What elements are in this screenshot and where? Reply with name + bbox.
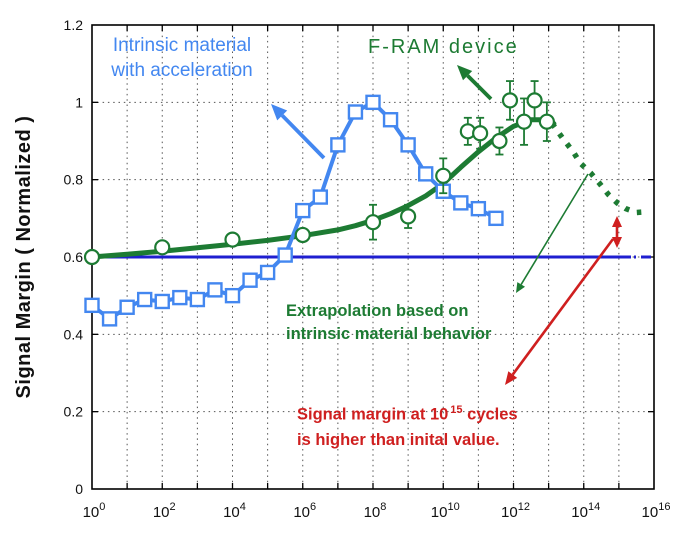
intrinsic-square-marker — [365, 94, 381, 111]
intrinsic-square-marker — [101, 311, 118, 327]
x-tick-label: 1016 — [642, 501, 671, 521]
intrinsic-label-arrow-shaft — [280, 114, 326, 160]
margin-gap-double-arrow-head — [612, 237, 622, 248]
signal-margin-note-line1: Signal margin at 10 15 cycles — [297, 404, 518, 424]
extrapolation-note-line2: intrinsic material behavior — [286, 325, 492, 343]
intrinsic-square-marker — [330, 137, 346, 153]
x-tick-label: 1010 — [431, 501, 460, 521]
y-tick-label: 0.2 — [64, 404, 84, 420]
extrapolation-pointer-arrow-head — [516, 282, 526, 293]
intrinsic-square-marker — [417, 166, 434, 182]
label-intrinsic-line1: Intrinsic material — [112, 35, 252, 56]
fram-circle-marker — [83, 248, 101, 266]
fram-circle-marker — [364, 214, 382, 231]
margin-gap-double-arrow-head — [612, 216, 622, 227]
intrinsic-square-marker — [382, 112, 399, 128]
intrinsic-square-marker — [488, 210, 504, 227]
extrapolation-note-line1: Extrapolation based on — [286, 302, 469, 320]
intrinsic-square-marker — [347, 104, 364, 120]
label-extrapolation-note: Extrapolation based on intrinsic materia… — [286, 300, 491, 346]
intrinsic-square-marker — [312, 189, 329, 205]
x-tick-label: 108 — [364, 501, 387, 521]
intrinsic-square-marker — [400, 137, 416, 153]
label-signal-margin-note: Signal margin at 10 15 cycles is higher t… — [297, 398, 518, 453]
signal-margin-note-line2: is higher than inital value. — [297, 430, 500, 449]
intrinsic-square-marker — [172, 289, 188, 306]
y-tick-label: 1.2 — [64, 17, 84, 33]
intrinsic-square-marker — [207, 282, 223, 298]
fram-circle-marker — [400, 208, 417, 225]
x-tick-label: 106 — [293, 501, 316, 521]
x-tick-label: 102 — [153, 501, 176, 521]
intrinsic-square-marker — [295, 202, 311, 219]
label-intrinsic-line2: with acceleration — [111, 60, 253, 81]
intrinsic-square-marker — [242, 272, 258, 288]
x-tick-label: 1012 — [501, 501, 530, 521]
signal-margin-pointer-arrow-shaft — [511, 238, 615, 376]
y-tick-label: 0 — [75, 481, 83, 497]
intrinsic-label-arrow-head — [271, 104, 288, 121]
intrinsic-square-marker — [84, 297, 100, 314]
intrinsic-square-marker — [277, 247, 293, 263]
fram-label-arrow-shaft — [466, 74, 493, 101]
label-fram-device: F-RAM device — [368, 36, 519, 58]
fram-circle-marker — [515, 113, 533, 130]
fram-circle-marker — [154, 239, 171, 256]
fram-circle-marker — [435, 167, 452, 184]
fram-circle-marker — [294, 226, 311, 244]
y-tick-label: 1 — [75, 94, 83, 110]
fram-label-arrow-head — [457, 65, 473, 81]
intrinsic-square-marker — [136, 291, 153, 308]
y-tick-label: 0.6 — [64, 249, 84, 265]
intrinsic-square-marker — [154, 293, 170, 310]
intrinsic-square-marker — [453, 195, 469, 211]
superscript-15: 15 — [450, 404, 463, 416]
y-tick-label: 0.4 — [64, 326, 84, 342]
x-tick-label: 1014 — [571, 501, 600, 521]
x-tick-label: 104 — [223, 501, 246, 521]
x-tick-label: 100 — [83, 501, 106, 521]
y-tick-label: 0.8 — [64, 172, 84, 188]
extrapolation-dotted-line — [549, 121, 648, 216]
y-axis-title: Signal Margin ( Normalized ) — [13, 116, 35, 399]
fram-circle-marker — [526, 92, 543, 109]
fram-circle-marker — [501, 92, 519, 109]
intrinsic-square-marker — [119, 299, 135, 315]
fram-circle-marker — [491, 132, 508, 150]
intrinsic-square-marker — [470, 200, 487, 217]
extrapolation-pointer-arrow-shaft — [520, 173, 589, 285]
intrinsic-line — [90, 100, 498, 321]
intrinsic-square-marker — [189, 291, 206, 308]
fram-circle-marker — [538, 113, 555, 130]
intrinsic-square-marker — [259, 264, 276, 281]
intrinsic-square-marker — [224, 287, 241, 304]
label-intrinsic-material: Intrinsic material with acceleration — [97, 33, 267, 83]
signal-margin-pointer-arrow-head — [505, 371, 518, 385]
fram-circle-marker — [224, 231, 241, 248]
fram-trend-line — [89, 117, 557, 260]
fram-circle-marker — [472, 125, 489, 142]
